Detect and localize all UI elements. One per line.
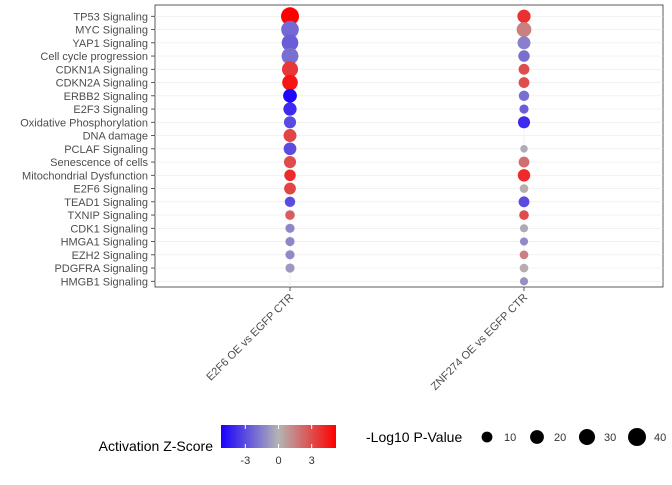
y-tick-label: PDGFRA Signaling	[54, 263, 148, 275]
y-tick-label: E2F3 Signaling	[73, 104, 148, 116]
data-point	[518, 196, 530, 208]
y-tick-label: Cell cycle progression	[40, 51, 148, 63]
data-point	[283, 88, 297, 103]
y-tick-label: YAP1 Signaling	[72, 38, 148, 50]
y-tick-label: EZH2 Signaling	[72, 250, 148, 262]
data-point	[520, 145, 528, 153]
data-point	[519, 184, 529, 193]
data-point	[281, 61, 299, 78]
y-tick-label: Senescence of cells	[50, 157, 148, 169]
data-point	[284, 182, 296, 195]
data-point	[283, 102, 297, 116]
data-point	[281, 7, 299, 26]
colorbar-tick-label: 0	[275, 455, 281, 467]
data-point	[518, 50, 530, 62]
data-point	[518, 156, 530, 168]
size-legend-label: 30	[604, 432, 616, 444]
y-tick-label: TEAD1 Signaling	[64, 197, 148, 209]
y-tick-label: Oxidative Phosphorylation	[20, 117, 148, 129]
y-tick-label: HMGB1 Signaling	[61, 276, 148, 288]
data-point	[281, 20, 299, 39]
data-point	[519, 277, 529, 286]
data-point	[285, 236, 295, 247]
y-tick-label: TP53 Signaling	[73, 11, 148, 23]
colorbar-tick-label: -3	[240, 455, 250, 467]
colorbar-tick-label: 3	[309, 455, 315, 467]
y-tick-label: HMGA1 Signaling	[61, 237, 148, 249]
size-legend-dot	[578, 428, 596, 446]
data-point	[285, 223, 295, 233]
data-point	[519, 210, 529, 220]
size-legend-dot	[530, 430, 544, 444]
size-legend-items: 10 20 30 40	[481, 428, 666, 446]
data-point	[283, 155, 297, 169]
data-point	[284, 196, 296, 208]
colorbar-legend: Activation Z-Score -3 0 3	[99, 425, 336, 467]
data-point	[283, 116, 297, 129]
x-tick-label: ZNF274 OE vs EGFP CTR	[429, 292, 530, 393]
y-tick-label: PCLAF Signaling	[64, 144, 148, 156]
data-point	[285, 210, 295, 220]
colorbar-ticks: -3 0 3	[240, 425, 315, 467]
size-legend: -Log10 P-Value 10 20 30 40	[366, 428, 666, 446]
data-points	[281, 7, 532, 286]
plot-panel	[154, 4, 664, 288]
size-legend-title: -Log10 P-Value	[366, 429, 462, 445]
colorbar-title: Activation Z-Score	[99, 438, 214, 454]
y-tick-label: E2F6 Signaling	[73, 184, 148, 196]
size-legend-dot	[481, 431, 493, 443]
data-point	[519, 104, 529, 114]
data-point	[519, 237, 529, 246]
size-legend-label: 40	[654, 432, 666, 444]
y-tick-label: MYC Signaling	[75, 25, 148, 37]
data-point	[517, 116, 531, 129]
y-tick-label: ERBB2 Signaling	[64, 91, 148, 103]
y-tick-label: DNA damage	[83, 131, 148, 143]
data-point	[517, 169, 531, 182]
data-point	[517, 36, 531, 50]
data-point	[285, 263, 295, 273]
y-tick-label: CDK1 Signaling	[70, 223, 148, 235]
data-point	[285, 250, 295, 260]
size-legend-dot	[628, 428, 646, 446]
data-point	[283, 129, 297, 143]
y-tick-label: Mitochondrial Dysfunction	[22, 170, 148, 182]
size-legend-label: 10	[504, 432, 516, 444]
y-tick-label: CDKN1A Signaling	[56, 64, 148, 76]
data-point	[519, 224, 529, 233]
data-point	[281, 34, 299, 52]
data-point	[517, 9, 531, 23]
data-point	[284, 169, 296, 182]
data-point	[518, 77, 530, 88]
x-tick-label: E2F6 OE vs EGFP CTR	[204, 292, 296, 384]
data-point	[516, 22, 532, 37]
data-point	[519, 263, 529, 273]
y-tick-label: CDKN2A Signaling	[56, 78, 148, 90]
data-point	[282, 74, 298, 91]
data-point	[518, 63, 530, 75]
data-point	[281, 47, 299, 65]
x-axis-labels: E2F6 OE vs EGFP CTR ZNF274 OE vs EGFP CTR	[204, 287, 530, 393]
colorbar	[221, 425, 336, 448]
data-point	[518, 90, 530, 102]
data-point	[519, 250, 529, 260]
size-legend-label: 20	[554, 432, 566, 444]
data-point	[283, 142, 297, 156]
y-tick-label: TXNIP Signaling	[67, 210, 148, 222]
